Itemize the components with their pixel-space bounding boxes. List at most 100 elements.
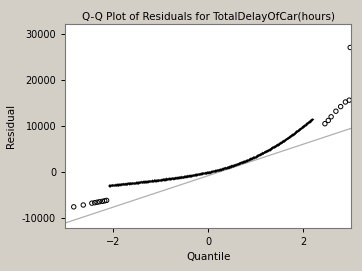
Point xyxy=(301,124,307,128)
Point xyxy=(115,183,121,187)
Point xyxy=(275,143,281,147)
Point xyxy=(218,167,224,171)
Point xyxy=(193,172,199,177)
Point xyxy=(241,159,247,164)
Point xyxy=(271,144,277,149)
Point xyxy=(299,124,305,128)
Point xyxy=(222,166,228,170)
Point xyxy=(306,120,312,124)
Point xyxy=(286,135,292,139)
Point xyxy=(248,156,254,161)
Point xyxy=(221,166,227,170)
Point xyxy=(155,178,160,182)
Point xyxy=(199,171,205,175)
Point xyxy=(304,121,310,126)
Point xyxy=(228,164,234,169)
Point xyxy=(138,180,144,184)
Point xyxy=(111,183,117,187)
Point xyxy=(303,122,308,127)
Point xyxy=(143,179,149,183)
Point xyxy=(259,151,265,155)
Point xyxy=(211,169,216,173)
Point xyxy=(107,183,113,188)
Point xyxy=(174,176,180,180)
Point xyxy=(306,119,312,123)
Point xyxy=(209,169,215,173)
Point xyxy=(300,124,306,128)
Point xyxy=(310,117,316,121)
Point xyxy=(269,145,275,150)
Point xyxy=(231,163,237,167)
Point xyxy=(111,182,117,187)
Point xyxy=(224,165,230,169)
Point xyxy=(237,160,243,165)
Point xyxy=(139,180,144,184)
Point xyxy=(210,169,216,173)
Point xyxy=(139,180,145,184)
Point xyxy=(137,180,143,185)
Point xyxy=(248,156,254,161)
Point xyxy=(227,164,232,169)
Point xyxy=(254,154,260,158)
Point xyxy=(300,124,306,129)
Point xyxy=(153,179,159,183)
Point xyxy=(146,179,152,183)
Point xyxy=(290,132,295,136)
Point xyxy=(266,147,272,151)
Point xyxy=(260,151,266,155)
Point xyxy=(143,179,149,183)
Point xyxy=(177,175,183,179)
Point xyxy=(260,151,266,155)
Point xyxy=(253,154,259,159)
Point xyxy=(71,205,77,209)
Point xyxy=(143,180,149,185)
Point xyxy=(231,162,237,167)
Point xyxy=(173,176,178,180)
Point xyxy=(92,201,98,205)
Point xyxy=(126,181,132,186)
Point xyxy=(200,170,206,175)
Point xyxy=(166,176,172,181)
Point xyxy=(184,174,189,179)
Point xyxy=(117,182,123,186)
Point xyxy=(277,141,282,146)
Point xyxy=(179,175,185,179)
Point xyxy=(261,150,267,154)
Point xyxy=(268,146,273,151)
Point xyxy=(208,170,214,174)
Point xyxy=(181,174,187,178)
Point xyxy=(244,157,250,162)
Point xyxy=(257,152,262,157)
Point xyxy=(291,131,297,136)
Point xyxy=(203,171,209,175)
Point xyxy=(219,166,225,171)
Point xyxy=(294,130,299,134)
Point xyxy=(191,173,197,177)
Point xyxy=(156,178,161,182)
Point xyxy=(212,169,218,173)
Point xyxy=(121,182,126,186)
Point xyxy=(281,138,286,143)
Point xyxy=(120,182,126,186)
Point xyxy=(156,178,162,182)
Point xyxy=(135,180,140,184)
Point xyxy=(107,183,113,188)
Point xyxy=(309,117,315,121)
Point xyxy=(249,156,255,160)
Point xyxy=(215,168,220,172)
Point xyxy=(247,157,252,162)
Point xyxy=(188,174,194,178)
Point xyxy=(154,178,160,182)
Point xyxy=(138,180,143,185)
Point xyxy=(121,182,126,186)
Point xyxy=(252,154,258,159)
Point xyxy=(193,172,199,176)
Point xyxy=(342,100,348,104)
Point xyxy=(251,154,257,159)
Point xyxy=(271,145,277,149)
Point xyxy=(197,172,202,176)
Point xyxy=(206,170,212,175)
Point xyxy=(242,159,248,163)
Point xyxy=(284,136,290,141)
Point xyxy=(280,139,286,143)
